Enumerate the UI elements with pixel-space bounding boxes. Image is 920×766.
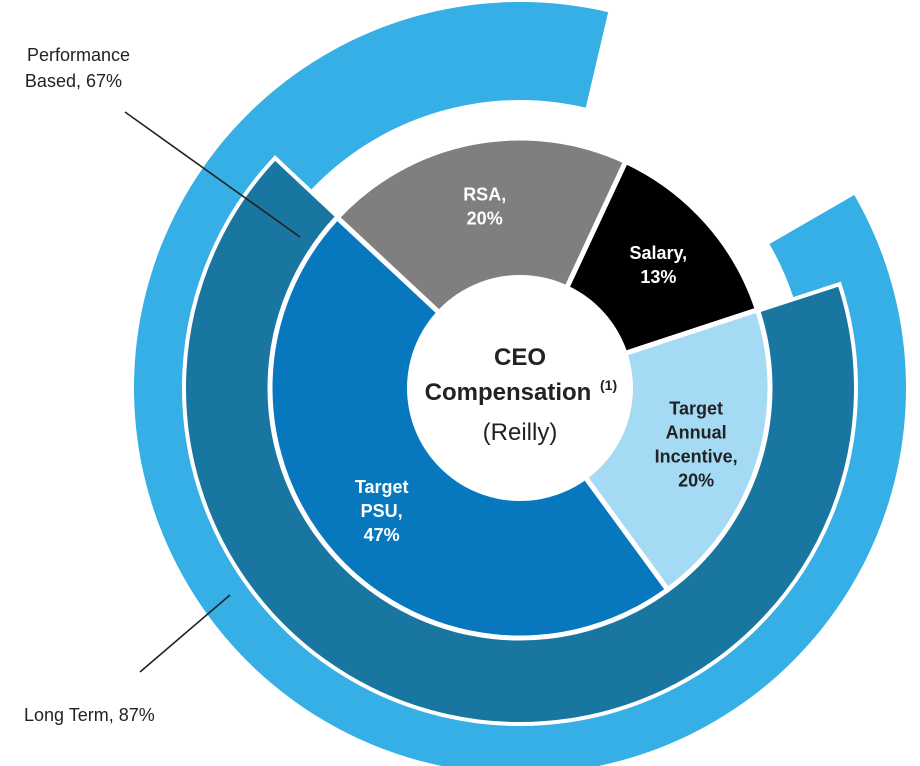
center-title-2-text: Compensation — [425, 379, 592, 406]
callout-line-performance-based — [124, 111, 301, 238]
callout-label-performance-based-line2: Based, 67% — [25, 71, 122, 91]
center-title: CEO — [494, 344, 546, 371]
slice-label-target_psu-line-0: Target — [355, 477, 409, 497]
slice-label-salary: Salary, 13% — [629, 243, 687, 287]
slice-label-target_psu: Target PSU, 47% — [355, 477, 409, 545]
center-hole — [407, 275, 633, 501]
slice-label-target_annual_incentive: Target Annual Incentive, 20% — [655, 399, 738, 491]
slice-label-rsa: RSA, 20% — [463, 184, 506, 228]
callout-label-performance-based-line1: Performance — [27, 45, 130, 65]
callout-long-term: Long Term, 87% — [24, 594, 231, 725]
slice-label-target_annual_incentive-line-1: Annual — [666, 423, 727, 443]
center-subtitle: (Reilly) — [483, 419, 558, 446]
slice-label-salary-line-1: 13% — [640, 267, 676, 287]
center-label: CEO Compensation (1) (Reilly) — [425, 344, 617, 446]
slice-label-target_psu-line-2: 47% — [364, 525, 400, 545]
callout-performance-based: Performance Based, 67% — [25, 45, 301, 238]
callout-line-long-term — [139, 594, 231, 673]
callout-label-long-term: Long Term, 87% — [24, 705, 155, 725]
slice-label-target_annual_incentive-line-3: 20% — [678, 471, 714, 491]
slice-label-rsa-line-0: RSA, — [463, 184, 506, 204]
center-superscript: (1) — [600, 377, 617, 393]
slice-label-rsa-line-1: 20% — [467, 208, 503, 228]
slice-label-target_annual_incentive-line-0: Target — [669, 399, 723, 419]
slice-label-salary-line-0: Salary, — [629, 243, 687, 263]
slice-label-target_psu-line-1: PSU, — [361, 501, 403, 521]
slice-label-target_annual_incentive-line-2: Incentive, — [655, 447, 738, 467]
center-title-2: Compensation — [425, 379, 592, 406]
